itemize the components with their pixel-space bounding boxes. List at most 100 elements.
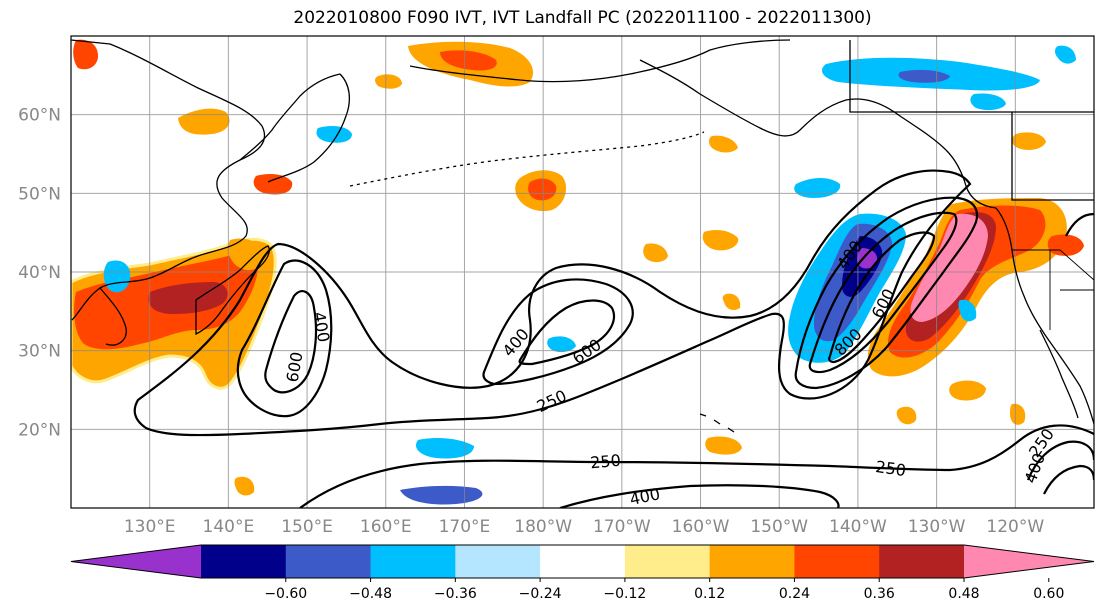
colorbar: −0.60 −0.48 −0.36 −0.24 −0.12 0.12 0.24 0.36 0.4…	[70, 544, 1095, 601]
latitude-label: 60°N	[18, 106, 61, 126]
coast-east-asia	[71, 39, 266, 321]
colorbar-segment	[285, 545, 372, 578]
coast-korea	[99, 287, 127, 346]
colorbar-segment	[201, 545, 287, 578]
shade-small-18	[1055, 45, 1076, 64]
coast-chukotka	[409, 39, 791, 83]
shade-dipole-pink	[910, 213, 988, 322]
shade-japan-core	[148, 282, 228, 314]
latitude-label: 20°N	[18, 420, 61, 440]
contour-label: 400	[628, 484, 662, 509]
shade-small-17	[375, 74, 402, 89]
longitude-label: 170°E	[439, 517, 491, 537]
ivt-contours	[133, 169, 1094, 508]
shade-small-8	[949, 380, 986, 401]
shade-small-3	[722, 293, 741, 310]
longitude-label: 130°E	[124, 517, 176, 537]
shade-japan-ne	[228, 238, 264, 271]
contour-600-east	[808, 211, 958, 374]
colorbar-tick-label: −0.36	[434, 586, 477, 601]
colorbar-tick-label: 0.60	[1033, 586, 1064, 601]
shade-small-6	[400, 485, 483, 505]
coastlines	[71, 39, 1094, 433]
shade-central-north-core	[528, 178, 557, 201]
shade-small-4	[709, 135, 738, 153]
colorbar-tick-label: 0.48	[948, 586, 979, 601]
contour-600-mid	[518, 299, 616, 366]
shade-small-5	[416, 438, 474, 459]
shade-bering-left	[316, 126, 352, 143]
colorbar-tick-label: −0.60	[264, 586, 307, 601]
contour-250-south	[299, 424, 1094, 508]
coast-japan	[195, 245, 270, 336]
shade-small-14	[234, 476, 255, 496]
coast-kamchatka	[239, 73, 341, 161]
coast-hawaii	[699, 413, 735, 433]
contour-600-se	[1043, 464, 1094, 495]
colorbar-tick-label: 0.24	[779, 586, 810, 601]
longitude-label: 140°W	[829, 517, 887, 537]
longitude-label: 160°E	[360, 517, 412, 537]
shade-small-15	[970, 93, 1006, 111]
latitude-label: 50°N	[18, 184, 61, 204]
map-content: 400 600 400 600 250 250 250 400 800 600 …	[71, 36, 1094, 509]
coast-kamchatka-east	[267, 73, 351, 183]
shade-dipole-purple	[857, 248, 878, 269]
latitude-label: 30°N	[18, 342, 61, 362]
longitude-label: 140°E	[203, 517, 255, 537]
colorbar-segment	[370, 545, 456, 578]
latitude-label: 40°N	[18, 263, 61, 283]
shade-siberia-core	[440, 50, 497, 71]
colorbar-tick-label: −0.48	[349, 586, 392, 601]
coast-canada-border	[849, 40, 1094, 201]
coast-baja	[1039, 329, 1079, 419]
shade-small-13	[958, 299, 977, 322]
colorbar-tick-label: 0.12	[694, 586, 725, 601]
shade-alaska-blue-core	[898, 69, 950, 83]
longitude-label: 160°W	[672, 517, 730, 537]
colorbar-segment	[709, 545, 795, 578]
contour-250-ne	[1065, 212, 1094, 237]
colorbar-outline	[70, 544, 1095, 579]
shade-small-2	[643, 243, 668, 263]
coast-aleutians	[349, 131, 705, 187]
colorbar-segment	[455, 545, 541, 578]
colorbar-segment	[794, 545, 880, 578]
latitude-labels: 60°N 50°N 40°N 30°N 20°N	[18, 106, 61, 441]
longitude-labels: 130°E 140°E 150°E 160°E 170°E 180°W 170°W 160°W…	[124, 517, 1045, 537]
longitude-label: 180°W	[514, 517, 572, 537]
contour-800-east	[828, 231, 936, 364]
colorbar-segment	[540, 545, 626, 578]
contour-250-main	[133, 169, 972, 437]
shade-okhotsk	[253, 174, 293, 195]
contour-400-left	[236, 259, 333, 418]
colorbar-tick-label: −0.12	[603, 586, 646, 601]
contour-400-mid	[482, 278, 634, 386]
contour-600-left	[264, 290, 318, 394]
contour-400-south	[559, 484, 840, 508]
coast-alaska	[639, 59, 997, 209]
shade-top-left	[73, 39, 98, 70]
contour-label: 250	[874, 457, 907, 480]
map-title: 2022010800 F090 IVT, IVT Landfall PC (20…	[293, 8, 872, 28]
colorbar-extend-low	[71, 545, 201, 578]
shade-small-12	[1047, 234, 1084, 256]
shade-small-7	[705, 436, 742, 455]
coast-us-states	[1012, 249, 1094, 330]
map-frame	[70, 35, 1095, 509]
colorbar-segment	[879, 545, 965, 578]
contour-400-east	[794, 196, 979, 390]
shade-small-9	[896, 406, 917, 425]
contour-label: 250	[589, 451, 621, 473]
colorbar-extend-high	[964, 545, 1094, 578]
shade-small-10	[1010, 403, 1026, 425]
longitude-label: 170°W	[593, 517, 651, 537]
contour-400-se	[1026, 440, 1094, 481]
colorbar-tick-label: −0.24	[519, 586, 562, 601]
longitude-label: 120°W	[986, 517, 1044, 537]
longitude-label: 150°E	[281, 517, 333, 537]
map-panel: 400 600 400 600 250 250 250 400 800 600 …	[70, 35, 1095, 509]
longitude-label: 150°W	[750, 517, 808, 537]
shade-small-1	[702, 230, 739, 251]
